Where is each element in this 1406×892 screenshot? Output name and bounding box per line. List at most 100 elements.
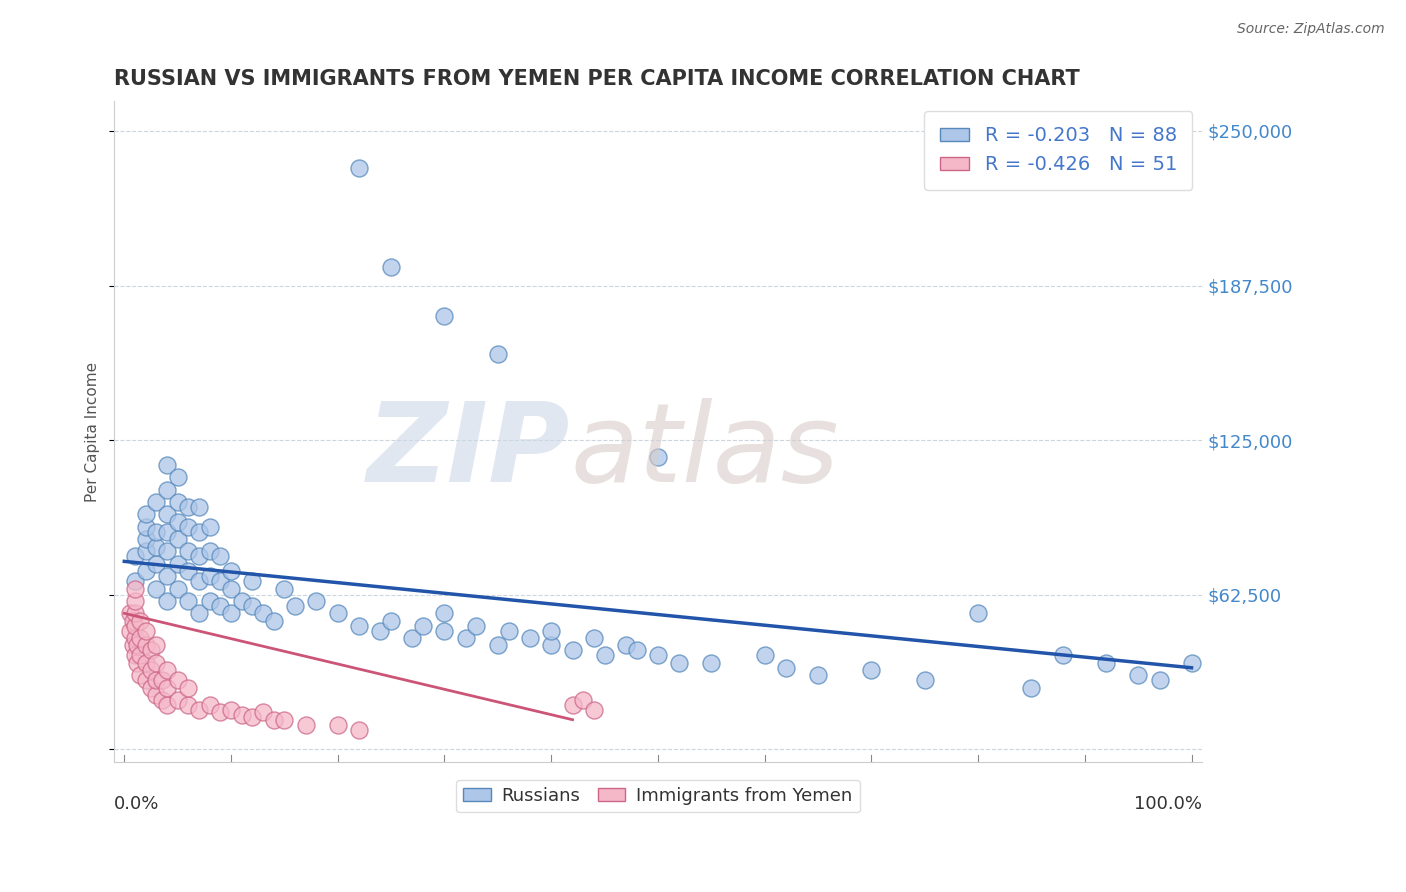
Point: [156, 544, 179, 558]
Point: [284, 599, 307, 613]
Point: [166, 470, 188, 484]
Point: [519, 631, 541, 645]
Point: [129, 668, 152, 682]
Point: [486, 346, 509, 360]
Point: [177, 544, 200, 558]
Point: [209, 549, 232, 564]
Point: [1021, 681, 1043, 695]
Point: [198, 520, 221, 534]
Point: [454, 631, 477, 645]
Point: [124, 574, 146, 589]
Point: [240, 599, 263, 613]
Point: [188, 703, 211, 717]
Point: [914, 673, 936, 687]
Point: [118, 624, 141, 638]
Point: [572, 693, 595, 707]
Point: [1149, 673, 1171, 687]
Point: [347, 618, 370, 632]
Point: [166, 557, 188, 571]
Point: [156, 663, 179, 677]
Point: [219, 703, 242, 717]
Point: [231, 707, 253, 722]
Point: [139, 643, 162, 657]
Point: [433, 607, 456, 621]
Point: [626, 643, 648, 657]
Point: [188, 574, 211, 589]
Point: [198, 594, 221, 608]
Point: [198, 569, 221, 583]
Point: [118, 607, 141, 621]
Point: [347, 723, 370, 737]
Point: [156, 458, 179, 472]
Point: [135, 544, 157, 558]
Point: [135, 656, 157, 670]
Point: [273, 713, 295, 727]
Point: [139, 681, 162, 695]
Point: [135, 508, 157, 522]
Point: [240, 710, 263, 724]
Point: [121, 614, 143, 628]
Point: [188, 500, 211, 514]
Point: [166, 673, 188, 687]
Point: [561, 643, 583, 657]
Point: [145, 673, 167, 687]
Point: [135, 564, 157, 578]
Point: [150, 693, 173, 707]
Point: [156, 681, 179, 695]
Point: [647, 648, 669, 663]
Point: [124, 582, 146, 596]
Point: [124, 648, 146, 663]
Point: [145, 582, 167, 596]
Point: [145, 688, 167, 702]
Point: [188, 524, 211, 539]
Point: [139, 663, 162, 677]
Point: [326, 717, 349, 731]
Point: [177, 520, 200, 534]
Point: [582, 631, 605, 645]
Point: [807, 668, 830, 682]
Point: [145, 557, 167, 571]
Point: [380, 614, 402, 628]
Point: [433, 624, 456, 638]
Text: Source: ZipAtlas.com: Source: ZipAtlas.com: [1237, 22, 1385, 37]
Point: [135, 624, 157, 638]
Point: [124, 607, 146, 621]
Point: [156, 508, 179, 522]
Point: [135, 520, 157, 534]
Point: [1180, 656, 1202, 670]
Point: [156, 569, 179, 583]
Point: [219, 582, 242, 596]
Point: [273, 582, 295, 596]
Point: [540, 639, 562, 653]
Text: RUSSIAN VS IMMIGRANTS FROM YEMEN PER CAPITA INCOME CORRELATION CHART: RUSSIAN VS IMMIGRANTS FROM YEMEN PER CAP…: [114, 69, 1080, 88]
Point: [129, 614, 152, 628]
Point: [177, 698, 200, 712]
Point: [166, 693, 188, 707]
Point: [177, 681, 200, 695]
Point: [198, 698, 221, 712]
Point: [305, 594, 328, 608]
Point: [129, 648, 152, 663]
Point: [209, 599, 232, 613]
Point: [401, 631, 423, 645]
Point: [668, 656, 690, 670]
Point: [967, 607, 990, 621]
Point: [145, 639, 167, 653]
Point: [177, 564, 200, 578]
Point: [135, 639, 157, 653]
Point: [465, 618, 488, 632]
Point: [145, 524, 167, 539]
Point: [252, 706, 274, 720]
Point: [145, 656, 167, 670]
Point: [294, 717, 316, 731]
Point: [129, 631, 152, 645]
Point: [614, 639, 637, 653]
Point: [582, 703, 605, 717]
Point: [860, 663, 883, 677]
Point: [124, 618, 146, 632]
Point: [209, 706, 232, 720]
Point: [219, 564, 242, 578]
Point: [156, 524, 179, 539]
Point: [135, 673, 157, 687]
Point: [700, 656, 723, 670]
